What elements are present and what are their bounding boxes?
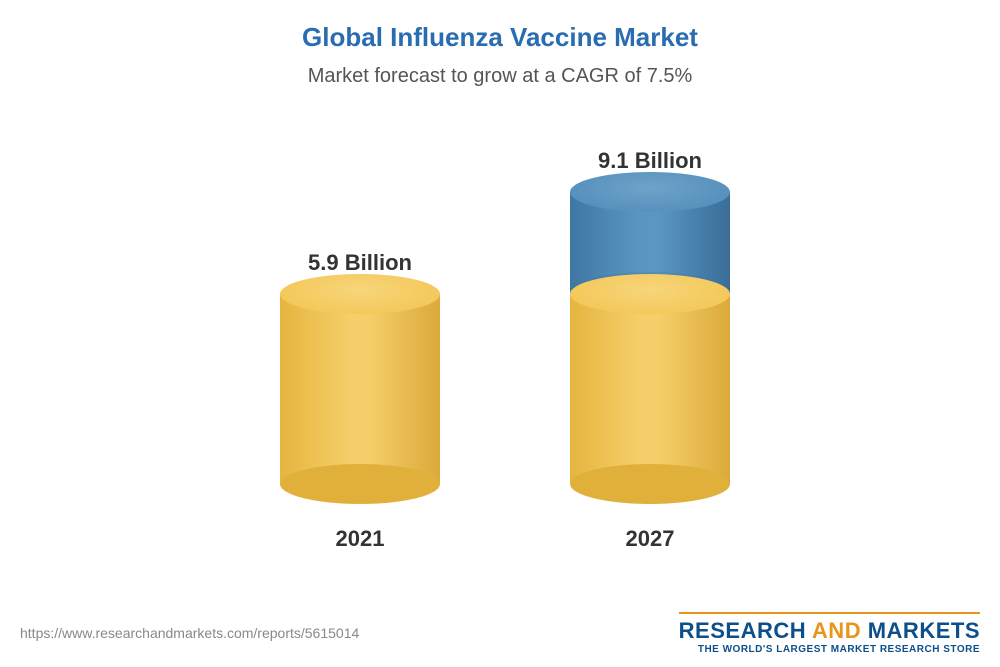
cylinder-top-cap [280,274,440,314]
chart-title: Global Influenza Vaccine Market [0,0,1000,53]
cylinder-stack [280,294,440,484]
chart-title-text: Global Influenza Vaccine Market [302,22,698,52]
brand-word-3: MARKETS [868,618,980,643]
brand-word-2: AND [812,618,861,643]
chart-subtitle-text: Market forecast to grow at a CAGR of 7.5… [308,65,693,87]
source-url: https://www.researchandmarkets.com/repor… [20,625,359,641]
cylinder-bottom-cap [570,464,730,504]
year-label: 2021 [270,526,450,552]
cylinder-bottom-cap [280,464,440,504]
cylinder-2021: 5.9 Billion 2021 [270,250,450,552]
cylinder-segment [280,294,440,484]
brand-tagline: THE WORLD'S LARGEST MARKET RESEARCH STOR… [679,644,980,655]
cylinder-top-cap [570,172,730,212]
footer: https://www.researchandmarkets.com/repor… [0,609,1000,667]
brand-word-1: RESEARCH [679,618,806,643]
chart-area: 5.9 Billion 2021 9.1 Billion 2027 [0,118,1000,558]
year-label: 2027 [560,526,740,552]
brand-block: RESEARCH AND MARKETS THE WORLD'S LARGEST… [679,612,980,655]
value-label: 5.9 Billion [270,250,450,276]
cylinder-2027: 9.1 Billion 2027 [560,148,740,552]
value-label: 9.1 Billion [560,148,740,174]
cylinder-junction-cap [570,274,730,314]
cylinder-stack [570,192,730,484]
brand-name: RESEARCH AND MARKETS [679,618,980,644]
chart-subtitle: Market forecast to grow at a CAGR of 7.5… [0,53,1000,88]
cylinder-segment [570,294,730,484]
